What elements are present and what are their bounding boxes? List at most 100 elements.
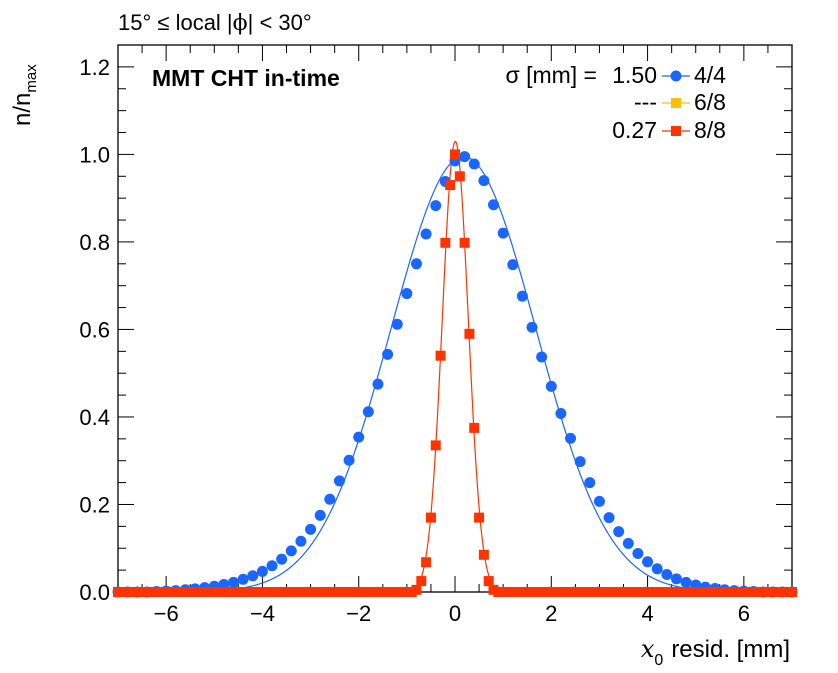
legend-label-series-1: 6/8 [694, 89, 726, 115]
data-point-4-of-4 [324, 493, 336, 505]
data-markers [112, 149, 798, 598]
data-point-4-of-4 [237, 573, 249, 585]
data-point-4-of-4 [497, 227, 509, 239]
data-point-8-of-8 [450, 149, 460, 160]
x-tick-labels: −6 −4 −2 0 2 4 6 [154, 601, 750, 626]
data-point-8-of-8 [416, 576, 427, 587]
data-point-4-of-4 [228, 576, 240, 588]
data-point-4-of-4 [478, 175, 490, 187]
data-point-8-of-8 [464, 328, 475, 339]
x-tick-label: −4 [250, 601, 275, 626]
data-point-4-of-4 [430, 200, 442, 212]
data-point-8-of-8 [454, 171, 465, 182]
data-point-8-of-8 [425, 512, 436, 523]
y-tick-label: 0.6 [79, 317, 110, 342]
data-point-4-of-4 [507, 259, 519, 271]
plot-frame [117, 44, 793, 593]
legend-sigma-series-0: 1.50 [612, 62, 657, 88]
data-point-4-of-4 [343, 454, 355, 466]
data-point-8-of-8 [440, 237, 451, 248]
data-point-8-of-8 [421, 557, 432, 568]
fit-curve-8-of-8 [118, 140, 792, 593]
data-point-4-of-4 [526, 321, 538, 333]
y-axis-title-sub: max [23, 64, 40, 93]
data-point-4-of-4 [266, 560, 278, 572]
legend: σ [mm] = 1.50 --- 0.27 4/4 6/8 8/8 [505, 62, 726, 143]
region-label: 15° ≤ local |ϕ| < 30° [118, 10, 312, 36]
data-point-4-of-4 [420, 228, 432, 240]
y-tick-label: 0.2 [79, 492, 110, 517]
data-point-4-of-4 [372, 378, 384, 390]
data-point-4-of-4 [488, 199, 500, 211]
region-label-part-b: | < 30° [248, 10, 312, 35]
data-point-4-of-4 [305, 523, 317, 535]
data-point-8-of-8 [459, 237, 470, 248]
data-point-4-of-4 [642, 556, 654, 568]
data-point-8-of-8 [435, 350, 446, 361]
y-tick-label: 1.0 [79, 142, 110, 167]
data-point-4-of-4 [459, 151, 471, 163]
data-point-8-of-8 [474, 512, 485, 523]
y-tick-label: 0.8 [79, 230, 110, 255]
region-label-phi: ϕ [233, 11, 248, 36]
y-tick-label: 0.4 [79, 405, 110, 430]
legend-header: σ [mm] = [505, 62, 597, 88]
data-point-4-of-4 [247, 570, 259, 582]
legend-marker-series-0 [670, 70, 682, 82]
data-point-4-of-4 [382, 348, 394, 360]
data-point-8-of-8 [787, 587, 797, 597]
data-point-8-of-8 [478, 549, 489, 560]
legend-label-series-0: 4/4 [694, 62, 726, 88]
data-point-4-of-4 [410, 258, 422, 270]
data-point-4-of-4 [632, 547, 644, 559]
data-point-4-of-4 [536, 351, 548, 363]
x-tick-label: 2 [545, 601, 557, 626]
legend-marker-series-2 [671, 126, 681, 136]
data-point-4-of-4 [333, 475, 345, 487]
data-point-8-of-8 [445, 180, 456, 191]
data-point-4-of-4 [285, 545, 297, 557]
data-point-4-of-4 [584, 477, 596, 489]
data-point-4-of-4 [651, 563, 663, 575]
chart-title: MMT CHT in-time [152, 65, 340, 91]
x-axis-title-sub: 0 [654, 652, 663, 669]
data-point-4-of-4 [391, 318, 403, 330]
legend-label-series-2: 8/8 [694, 117, 726, 143]
data-point-8-of-8 [483, 576, 494, 587]
y-tick-label: 1.2 [79, 55, 110, 80]
data-point-4-of-4 [353, 431, 365, 443]
data-point-4-of-4 [401, 288, 413, 300]
data-point-4-of-4 [468, 158, 480, 170]
legend-marker-series-1 [671, 98, 681, 108]
data-point-4-of-4 [314, 509, 326, 521]
legend-sigma-series-1: --- [634, 89, 657, 115]
data-point-4-of-4 [661, 568, 673, 580]
data-point-4-of-4 [545, 380, 557, 392]
x-tick-label: −2 [346, 601, 371, 626]
data-point-8-of-8 [411, 584, 422, 595]
data-point-4-of-4 [295, 535, 307, 547]
y-axis-title-main: n/n [9, 93, 36, 126]
data-point-4-of-4 [593, 495, 605, 507]
x-tick-label: −6 [154, 601, 179, 626]
fit-curve-4-of-4 [118, 155, 792, 593]
data-point-4-of-4 [613, 526, 625, 538]
x-axis-title-rest: resid. [mm] [671, 636, 790, 663]
data-point-4-of-4 [555, 407, 567, 419]
y-tick-labels: 0.0 0.2 0.4 0.6 0.8 1.0 1.2 [79, 55, 110, 605]
region-label-part-a: 15° ≤ local | [118, 10, 233, 35]
data-point-4-of-4 [276, 553, 288, 565]
data-point-4-of-4 [670, 573, 682, 585]
data-point-4-of-4 [680, 576, 692, 588]
data-point-8-of-8 [469, 422, 480, 433]
legend-sigma-series-2: 0.27 [612, 117, 657, 143]
data-point-4-of-4 [362, 406, 374, 418]
data-point-4-of-4 [574, 456, 586, 468]
axis-ticks [117, 44, 793, 593]
y-axis-title: n/nmax [9, 64, 40, 126]
x-axis-title-var: x [641, 635, 655, 663]
x-tick-label: 0 [449, 601, 461, 626]
data-point-4-of-4 [565, 432, 577, 444]
data-point-4-of-4 [603, 512, 615, 524]
